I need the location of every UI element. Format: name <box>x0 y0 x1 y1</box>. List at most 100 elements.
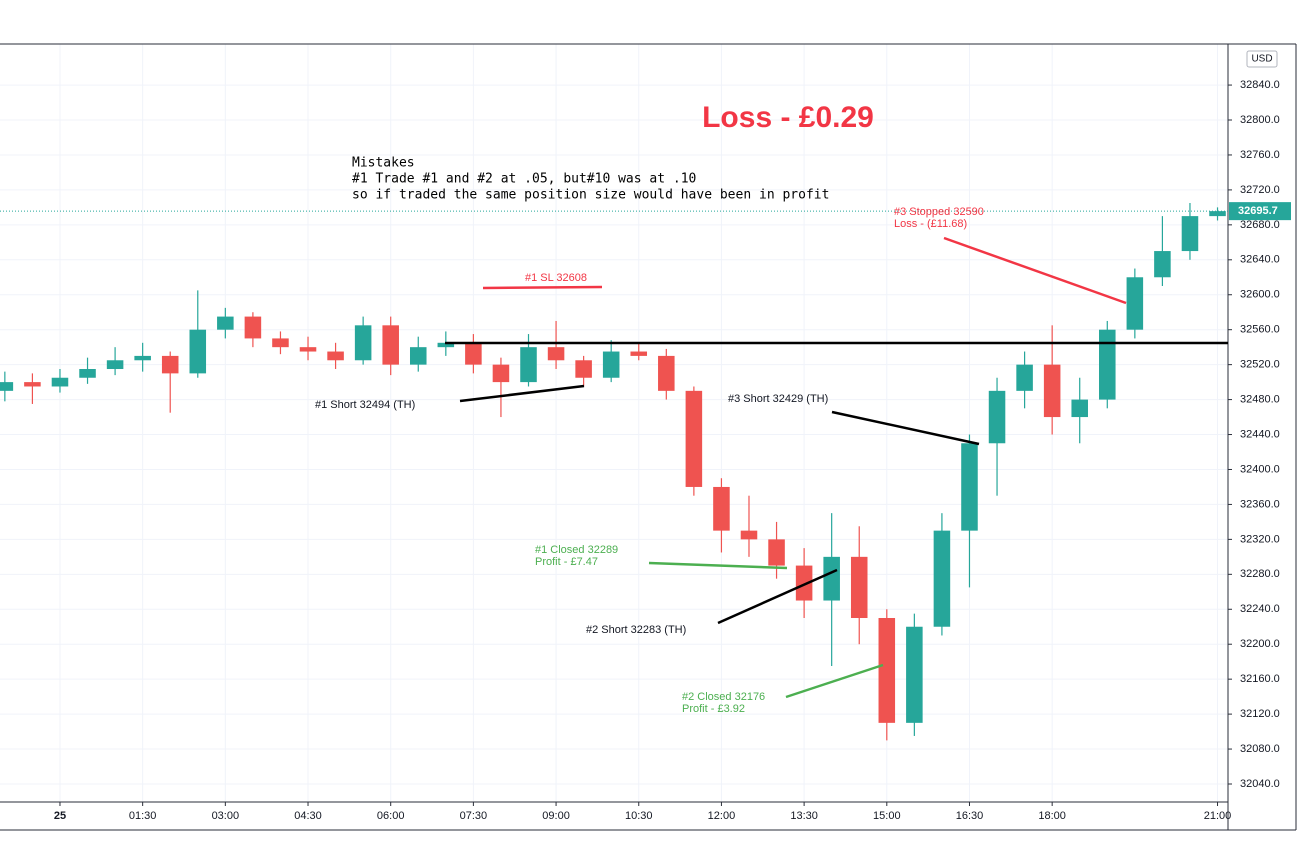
candle-body <box>217 316 234 330</box>
note-line: #1 Trade #1 and #2 at .05, but#10 was at… <box>352 172 696 187</box>
y-tick-label: 32680.0 <box>1240 219 1280 231</box>
candle-body <box>106 360 124 370</box>
currency-label: USD <box>1251 54 1272 65</box>
candle-body <box>630 351 648 356</box>
candle-body <box>1126 277 1144 330</box>
candle-body <box>161 355 179 374</box>
candle-body <box>327 351 344 361</box>
y-tick-label: 32080.0 <box>1240 743 1280 755</box>
candle-body <box>933 530 951 627</box>
candle-body <box>382 325 399 365</box>
candle-body <box>906 626 923 723</box>
annotation: #2 Closed 32176 <box>682 691 765 703</box>
candle-body <box>272 338 289 348</box>
annotation: Loss - (£11.68) <box>894 218 967 230</box>
note-line: so if traded the same position size woul… <box>352 188 829 203</box>
annotation: #1 Closed 32289 <box>535 544 618 556</box>
y-tick-label: 32360.0 <box>1240 498 1280 510</box>
candle-body <box>24 382 41 387</box>
candle-body <box>1016 364 1033 391</box>
last-price-label: 32695.7 <box>1238 205 1278 217</box>
candle-body <box>1099 329 1116 400</box>
note-line: Mistakes <box>352 156 415 171</box>
candle-body <box>0 382 14 391</box>
x-tick-label: 03:00 <box>212 810 240 822</box>
annotation: Profit - £3.92 <box>682 703 745 715</box>
y-tick-label: 32480.0 <box>1240 393 1280 405</box>
y-tick-label: 32720.0 <box>1240 184 1280 196</box>
x-tick-label: 18:00 <box>1038 810 1066 822</box>
y-tick-label: 32320.0 <box>1240 533 1280 545</box>
y-tick-label: 32640.0 <box>1240 254 1280 266</box>
candle-body <box>189 329 207 374</box>
annotation: #1 Short 32494 (TH) <box>315 399 415 411</box>
annotation: #3 Stopped 32590 <box>894 206 984 218</box>
annotation: Profit - £7.47 <box>535 556 598 568</box>
annotation: #1 SL 32608 <box>525 272 587 284</box>
y-tick-label: 32400.0 <box>1240 463 1280 475</box>
candle-body <box>961 443 978 531</box>
x-tick-label: 12:00 <box>708 810 736 822</box>
x-tick-label: 15:00 <box>873 810 901 822</box>
candle-body <box>658 355 675 391</box>
candle-body <box>795 565 813 601</box>
x-tick-label: 09:00 <box>542 810 570 822</box>
y-tick-label: 32560.0 <box>1240 324 1280 336</box>
y-tick-label: 32040.0 <box>1240 778 1280 790</box>
candle-body <box>465 342 482 365</box>
x-tick-label: 10:30 <box>625 810 653 822</box>
candle-body <box>1071 399 1088 418</box>
closed1-line <box>648 561 788 570</box>
stopped3-line <box>943 236 1127 305</box>
x-tick-label: 16:30 <box>956 810 984 822</box>
candle-body <box>878 618 896 723</box>
candle-body <box>740 530 758 540</box>
x-tick-label: 01:30 <box>129 810 157 822</box>
candle-body <box>850 556 868 619</box>
annotation: #2 Short 32283 (TH) <box>586 624 686 636</box>
y-tick-label: 32440.0 <box>1240 428 1280 440</box>
x-tick-label: 21:00 <box>1204 810 1232 822</box>
x-tick-label: 07:30 <box>460 810 488 822</box>
candle-body <box>79 369 96 378</box>
y-tick-label: 32840.0 <box>1240 79 1280 91</box>
x-tick-label: 04:30 <box>294 810 322 822</box>
y-tick-label: 32800.0 <box>1240 114 1280 126</box>
short2-line <box>717 568 838 625</box>
candle-body <box>1181 216 1199 252</box>
y-tick-label: 32200.0 <box>1240 638 1280 650</box>
y-tick-label: 32280.0 <box>1240 568 1280 580</box>
short1-line <box>459 384 585 403</box>
candle-body <box>685 390 703 487</box>
candle-body <box>437 342 455 348</box>
y-tick-label: 32160.0 <box>1240 673 1280 685</box>
candle-body <box>1043 364 1061 418</box>
annotation: #3 Short 32429 (TH) <box>728 393 828 405</box>
x-tick-label: 06:00 <box>377 810 405 822</box>
short3-line <box>831 410 980 446</box>
candle-body <box>547 347 565 361</box>
closed2-line <box>785 663 884 699</box>
candle-body <box>713 486 730 531</box>
candle-body <box>134 355 151 361</box>
candle-body <box>520 347 537 383</box>
candle-body <box>409 347 427 365</box>
y-tick-label: 32760.0 <box>1240 149 1280 161</box>
candle-body <box>988 390 1006 444</box>
chart-title: Loss - £0.29 <box>702 101 874 134</box>
candle-body <box>1154 251 1171 278</box>
candle-body <box>299 347 317 352</box>
candle-body <box>354 325 372 361</box>
candle-body <box>575 360 592 378</box>
x-tick-label: 13:30 <box>790 810 818 822</box>
sl-line <box>482 285 603 290</box>
candle-body <box>492 364 510 383</box>
candle-body <box>1209 211 1226 217</box>
currency-badge <box>1246 50 1278 68</box>
candles <box>0 203 1226 741</box>
x-tick-label: 25 <box>54 810 66 822</box>
last-price-badge <box>1229 202 1291 221</box>
y-tick-label: 32600.0 <box>1240 289 1280 301</box>
